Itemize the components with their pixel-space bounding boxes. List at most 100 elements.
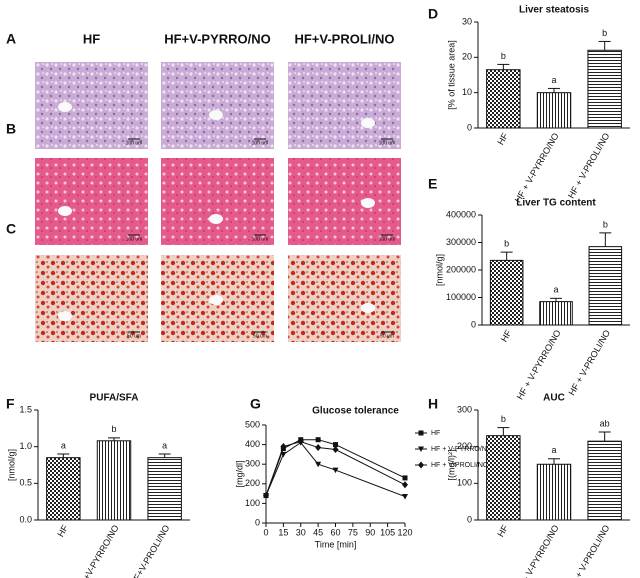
series-line bbox=[265, 439, 406, 496]
histology-image bbox=[288, 158, 401, 245]
series-line bbox=[265, 441, 406, 496]
column-header: HF+V-PROLI/NO bbox=[294, 31, 394, 46]
x-tick-label: HF bbox=[495, 131, 510, 147]
x-tick-label: HF + V-PYRRO/NO bbox=[515, 328, 563, 401]
x-tick-label: HF + V-PROLI/NO bbox=[566, 523, 612, 578]
marker bbox=[280, 451, 287, 458]
legend-marker bbox=[418, 446, 424, 452]
column-header: HF+V-PYRRO/NO bbox=[164, 31, 271, 46]
histology-image bbox=[35, 62, 148, 149]
vessel bbox=[58, 311, 72, 321]
y-axis-label: [nmol/g] bbox=[434, 254, 444, 286]
y-tick-label: 0 bbox=[467, 122, 472, 132]
significance-letter: b bbox=[501, 51, 506, 61]
x-tick-label: HF+V-PROLI/NO bbox=[128, 523, 171, 578]
marker bbox=[315, 437, 321, 443]
y-tick-label: 400 bbox=[245, 439, 260, 449]
scale-bar-label: 50 um bbox=[380, 333, 394, 339]
x-tick-label: HF + V-PROLI/NO bbox=[567, 328, 613, 397]
x-tick-label: 30 bbox=[296, 527, 306, 537]
panel-label: G bbox=[250, 396, 261, 412]
scale-bar-label: 50 um bbox=[127, 333, 141, 339]
y-tick-label: 100 bbox=[245, 498, 260, 508]
bar bbox=[536, 463, 572, 521]
x-tick-label: 15 bbox=[278, 527, 288, 537]
y-axis-label: [nmol/g] bbox=[6, 449, 16, 481]
vessel bbox=[209, 214, 223, 224]
x-tick-label: HF + V-PROLI/NO bbox=[566, 131, 612, 200]
legend-label: HF bbox=[431, 430, 440, 437]
x-tick-label: HF bbox=[499, 328, 514, 344]
y-tick-label: 0.5 bbox=[19, 478, 32, 488]
histology-image bbox=[161, 62, 274, 149]
marker bbox=[315, 461, 322, 468]
significance-letter: b bbox=[504, 239, 509, 249]
vessel bbox=[209, 110, 223, 120]
x-tick-label: HF + V-PYRRO/NO bbox=[513, 131, 561, 204]
panel-label: H bbox=[428, 396, 438, 412]
y-tick-label: 1.5 bbox=[19, 404, 32, 414]
vessel bbox=[58, 102, 72, 112]
y-tick-label: 0.0 bbox=[19, 514, 32, 524]
scale-bar-label: 50 um bbox=[253, 333, 267, 339]
histology-image bbox=[288, 62, 401, 149]
bar bbox=[46, 457, 81, 521]
y-tick-label: 200 bbox=[457, 441, 472, 451]
y-tick-label: 100 bbox=[457, 478, 472, 488]
chart-title: PUFA/SFA bbox=[90, 393, 139, 404]
marker bbox=[332, 446, 339, 453]
x-tick-label: 75 bbox=[348, 527, 358, 537]
y-tick-label: 10 bbox=[462, 87, 472, 97]
panel-label: A bbox=[6, 31, 16, 47]
y-axis-label: [% of tissue area] bbox=[446, 40, 456, 110]
y-tick-label: 0 bbox=[471, 319, 476, 329]
significance-letter: a bbox=[61, 440, 66, 450]
marker bbox=[297, 438, 304, 446]
y-tick-label: 0 bbox=[467, 514, 472, 524]
bar bbox=[588, 246, 623, 326]
x-tick-label: HF + V-PYRRO/NO bbox=[513, 523, 561, 578]
panel-label: E bbox=[428, 176, 437, 192]
bar bbox=[486, 69, 521, 129]
y-tick-label: 200 bbox=[245, 478, 260, 488]
significance-letter: b bbox=[111, 424, 116, 434]
y-tick-label: 500 bbox=[245, 419, 260, 429]
histology-image bbox=[35, 255, 148, 342]
legend-label: HF + V-PYRRO/NO bbox=[431, 446, 493, 453]
y-tick-label: 400000 bbox=[446, 209, 476, 219]
significance-letter: b bbox=[501, 414, 506, 424]
bar bbox=[587, 440, 622, 521]
y-tick-label: 30 bbox=[462, 16, 472, 26]
vessel bbox=[58, 206, 72, 216]
vessel bbox=[361, 198, 375, 208]
scale-bar-label: 100 um bbox=[379, 236, 396, 242]
bar bbox=[486, 435, 521, 521]
marker bbox=[263, 492, 269, 500]
x-tick-label: 105 bbox=[380, 527, 395, 537]
chart-title: AUC bbox=[543, 393, 565, 404]
panel-label: B bbox=[6, 121, 16, 137]
vessel bbox=[209, 295, 223, 305]
column-header: HF bbox=[83, 31, 100, 46]
y-axis-label: [mg/dl] bbox=[234, 460, 244, 487]
y-tick-label: 0 bbox=[255, 517, 260, 527]
histology-image bbox=[161, 158, 274, 245]
x-tick-label: 120 bbox=[397, 527, 412, 537]
panel-label: F bbox=[6, 396, 15, 412]
y-tick-label: 300 bbox=[245, 459, 260, 469]
y-tick-label: 200000 bbox=[446, 264, 476, 274]
scale-bar-label: 100 um bbox=[126, 140, 143, 146]
vessel bbox=[361, 303, 375, 313]
scale-bar-label: 100 um bbox=[252, 236, 269, 242]
chart-title: Liver TG content bbox=[516, 198, 596, 209]
significance-letter: ab bbox=[600, 418, 610, 428]
bar bbox=[147, 457, 182, 521]
y-tick-label: 20 bbox=[462, 52, 472, 62]
legend-marker bbox=[418, 461, 424, 469]
x-tick-label: 45 bbox=[313, 527, 323, 537]
marker bbox=[280, 443, 287, 451]
histology-image bbox=[35, 158, 148, 245]
marker bbox=[402, 481, 408, 489]
bar bbox=[489, 259, 524, 326]
